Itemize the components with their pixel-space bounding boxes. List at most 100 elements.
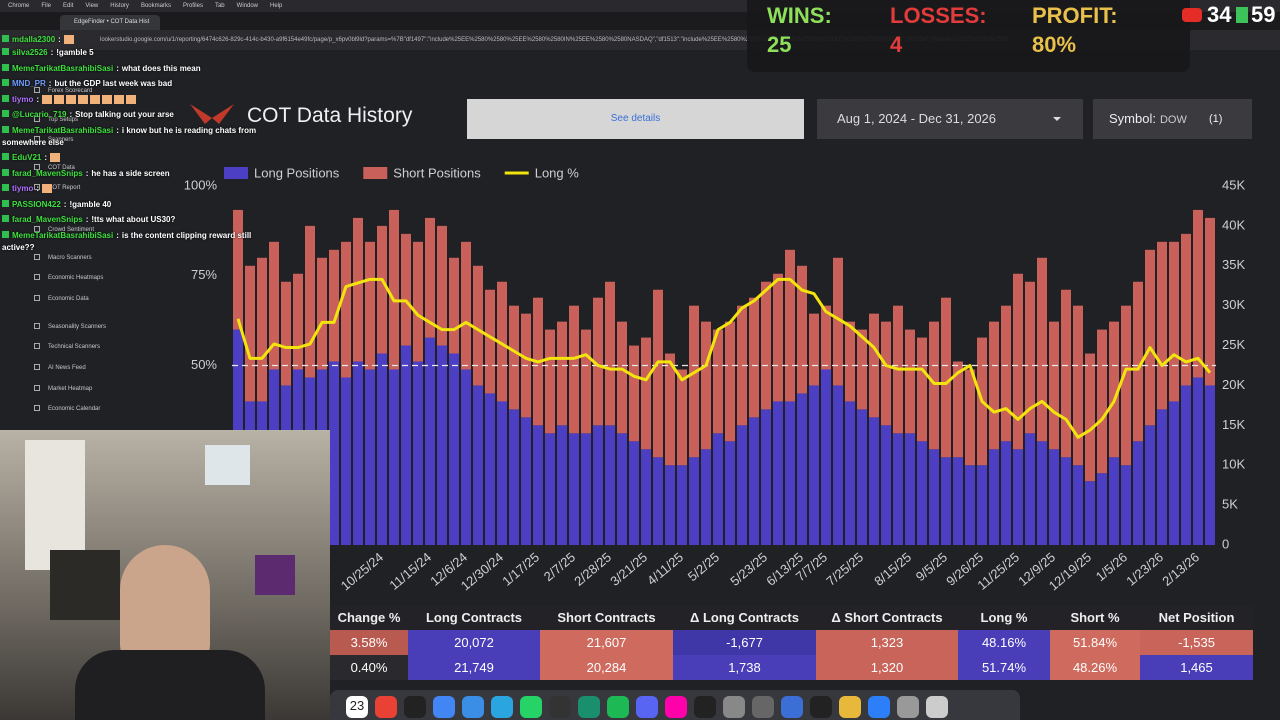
menu-item[interactable]: Tab	[214, 3, 225, 9]
x-tick-label: 7/25/25	[823, 549, 866, 588]
menu-item[interactable]: Profiles	[182, 3, 203, 9]
date-range-dropdown[interactable]: Aug 1, 2024 - Dec 31, 2026	[817, 99, 1083, 139]
x-tick-label: 10/25/24	[338, 549, 386, 593]
dock-icon[interactable]	[781, 696, 803, 718]
menu-item[interactable]: Chrome	[8, 3, 30, 9]
menu-item[interactable]: History	[110, 3, 129, 9]
sidebar-item[interactable]: Technical Scanners	[34, 342, 100, 352]
chat-emote	[90, 95, 101, 105]
symbol-value[interactable]: DOW	[1159, 114, 1187, 126]
sidebar-item[interactable]: Top Setups	[34, 115, 78, 125]
menu-item[interactable]: Bookmarks	[140, 3, 171, 9]
dock-icon[interactable]	[404, 696, 426, 718]
menu-item[interactable]: File	[41, 3, 52, 9]
menu-item[interactable]: Edit	[63, 3, 74, 9]
dock-icon[interactable]	[810, 696, 832, 718]
sidebar-label[interactable]: Seasonality Scanners	[48, 324, 107, 330]
chat-user: MemeTarikatBasrahibiSasi	[12, 231, 114, 240]
sidebar-item[interactable]: COT Data	[34, 163, 75, 173]
dock-icon[interactable]	[636, 696, 658, 718]
dock-icon[interactable]	[549, 696, 571, 718]
dock-icon[interactable]	[868, 696, 890, 718]
sidebar-icon	[34, 116, 40, 123]
dock-icon[interactable]	[694, 696, 716, 718]
sidebar-item[interactable]: Macro Scanners	[34, 253, 92, 263]
sidebar-item[interactable]: Economic Heatmaps	[34, 273, 103, 283]
sidebar-label[interactable]: Market Heatmap	[48, 386, 93, 392]
button-label[interactable]: See details	[610, 113, 661, 124]
dock-icon[interactable]	[433, 696, 455, 718]
chat-badge	[2, 48, 9, 55]
bar	[1085, 353, 1095, 482]
sidebar-label[interactable]: Economic Data	[48, 296, 89, 302]
sidebar-item[interactable]: COT Report	[34, 183, 80, 193]
bar	[605, 281, 615, 426]
bar	[797, 265, 807, 394]
sidebar-label[interactable]: AI News Feed	[48, 365, 86, 371]
bar	[413, 361, 423, 545]
sidebar-item[interactable]: Scanners	[34, 135, 73, 145]
bar	[809, 313, 819, 386]
url[interactable]: lookerstudio.google.com/u/1/reporting/64…	[100, 37, 1009, 43]
bar	[1037, 441, 1047, 545]
chat-emote	[102, 95, 113, 105]
bar	[665, 465, 675, 545]
sidebar-item[interactable]: Seasonality Scanners	[34, 322, 106, 332]
chat-message: @Lucario_719: Stop talking out your arse	[2, 109, 270, 121]
bar	[905, 433, 915, 545]
table-cell: 51.74%	[958, 655, 1050, 680]
dock-date[interactable]: 23	[349, 698, 365, 713]
dock-icon[interactable]	[462, 696, 484, 718]
dock-icon[interactable]	[665, 696, 687, 718]
sidebar-label[interactable]: Crowd Sentiment	[48, 227, 95, 233]
chat-separator: :	[116, 126, 119, 135]
dock-icon[interactable]	[897, 696, 919, 718]
x-tick-label: 3/21/25	[607, 549, 650, 588]
bar	[1109, 321, 1119, 458]
bar	[893, 433, 903, 545]
date-range[interactable]: Aug 1, 2024 - Dec 31, 2026	[837, 111, 997, 126]
dock-icon[interactable]	[839, 696, 861, 718]
legend-label: Long Positions	[254, 165, 340, 180]
sidebar-label[interactable]: Forex Scorecard	[48, 88, 93, 94]
symbol-label[interactable]: Symbol:	[1109, 111, 1156, 126]
sidebar-item[interactable]: Economic Calendar	[34, 404, 100, 414]
sidebar-label[interactable]: Technical Scanners	[48, 344, 101, 350]
dock-icon[interactable]	[375, 696, 397, 718]
sidebar-label[interactable]: Economic Heatmaps	[48, 275, 104, 281]
sidebar-item[interactable]: AI News Feed	[34, 363, 86, 373]
dock-icon[interactable]	[491, 696, 513, 718]
dock-icon[interactable]	[346, 696, 368, 718]
tab[interactable]: EdgeFinder • COT Data Hist	[60, 15, 160, 30]
bar	[1169, 401, 1179, 545]
chat-message: tiymo:	[2, 183, 270, 195]
see-details-button[interactable]: See details	[467, 99, 804, 139]
sidebar-item[interactable]: Crowd Sentiment	[34, 225, 94, 235]
dock-icon[interactable]	[578, 696, 600, 718]
sidebar-label[interactable]: Scanners	[48, 137, 74, 143]
bar	[917, 337, 927, 442]
sidebar-item[interactable]: Economic Data	[34, 294, 89, 304]
menu-item[interactable]: Help	[270, 3, 283, 9]
sidebar-item[interactable]: Forex Scorecard	[34, 86, 92, 96]
chat-badge	[2, 126, 9, 133]
sidebar-label[interactable]: COT Report	[48, 185, 81, 191]
menu-item[interactable]: View	[85, 3, 99, 9]
bar	[497, 401, 507, 545]
sidebar-label[interactable]: COT Data	[48, 165, 75, 171]
menu-item[interactable]: Window	[236, 3, 258, 9]
sidebar-label[interactable]: Macro Scanners	[48, 255, 92, 261]
dock-icon[interactable]	[607, 696, 629, 718]
symbol-count[interactable]: (1)	[1209, 113, 1223, 125]
sidebar-item[interactable]: Market Heatmap	[34, 384, 92, 394]
logo	[190, 104, 234, 124]
dock-icon[interactable]	[723, 696, 745, 718]
dock-icon[interactable]	[520, 696, 542, 718]
symbol-dropdown[interactable]: Symbol: DOW (1)	[1093, 99, 1252, 139]
chat-separator: :	[85, 215, 89, 224]
dock-icon[interactable]	[752, 696, 774, 718]
chat-user: EduV21	[12, 153, 42, 162]
sidebar-label[interactable]: Top Setups	[48, 117, 79, 123]
dock-icon[interactable]	[926, 696, 948, 718]
sidebar-label[interactable]: Economic Calendar	[48, 406, 101, 412]
